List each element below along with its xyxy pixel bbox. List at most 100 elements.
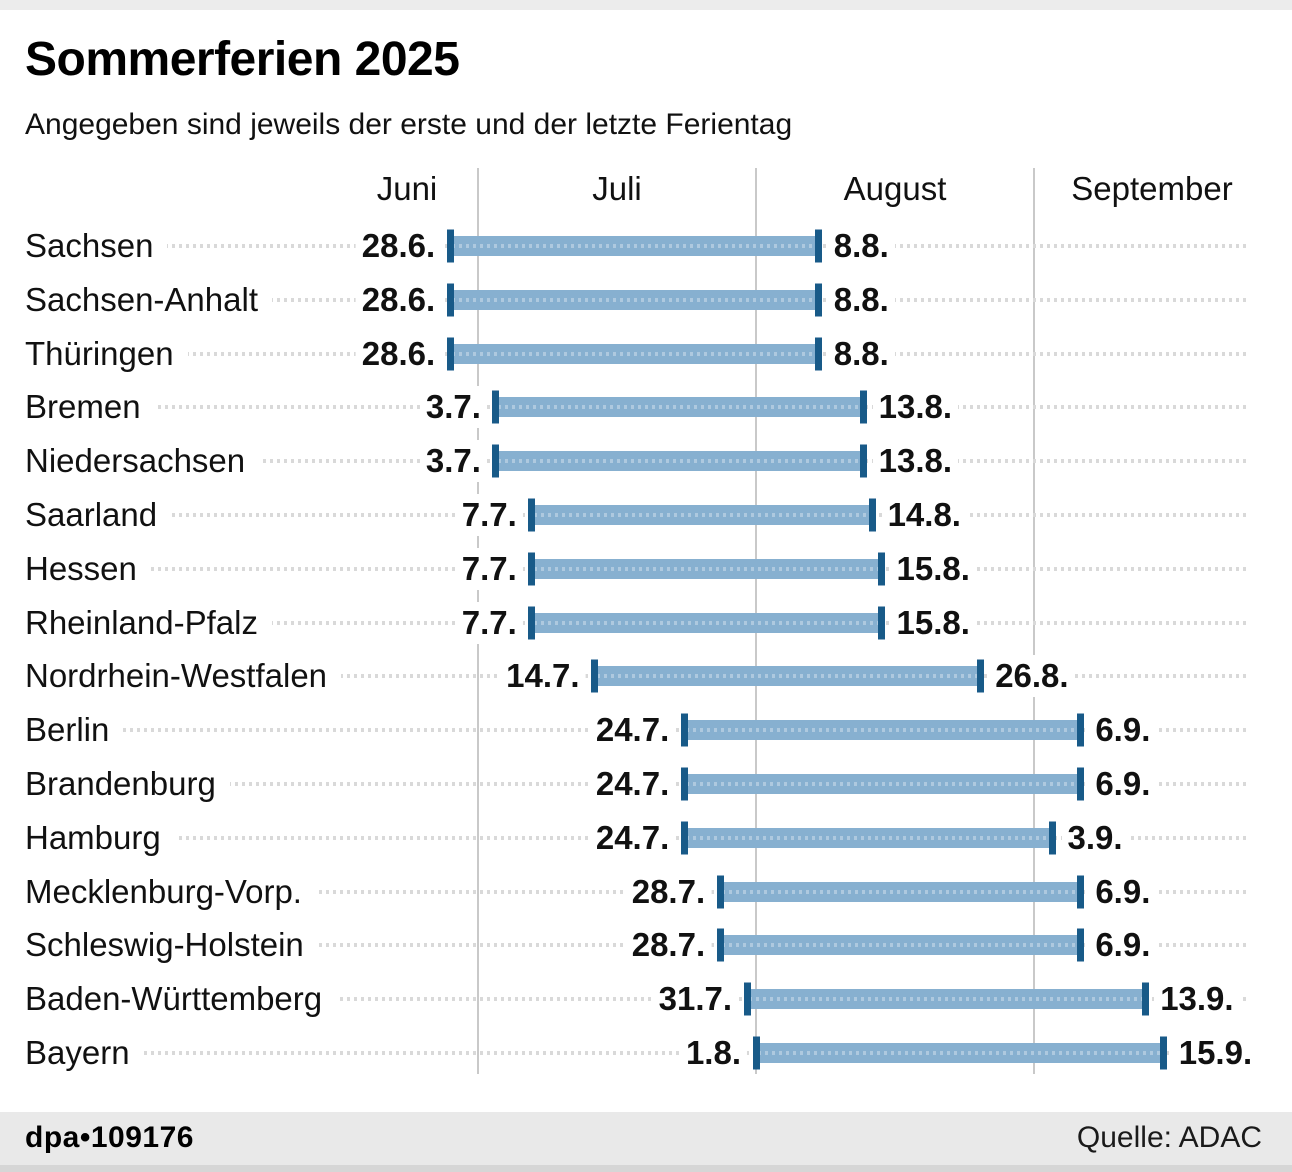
bar-end-cap xyxy=(1049,821,1057,855)
bar-start-cap xyxy=(591,659,599,693)
bar-start-cap xyxy=(528,606,536,640)
end-date-label: 13.9. xyxy=(1154,978,1240,1021)
holiday-bar xyxy=(495,451,864,472)
start-date-label: 31.7. xyxy=(652,978,739,1021)
start-date-label: 1.8. xyxy=(679,1032,747,1075)
end-date-label: 26.8. xyxy=(989,655,1075,698)
state-label: Brandenburg xyxy=(25,763,230,806)
holiday-bar xyxy=(756,1043,1164,1064)
holiday-row: Bayern 1.8. 15.9. xyxy=(0,1026,1292,1080)
chart-subtitle: Angegeben sind jeweils der erste und der… xyxy=(25,108,793,141)
start-date-label: 24.7. xyxy=(589,709,676,752)
end-date-label: 6.9. xyxy=(1089,924,1157,967)
bar-end-cap xyxy=(1076,928,1084,962)
state-label: Hamburg xyxy=(25,816,175,859)
holiday-row: Mecklenburg-Vorp. 28.7. 6.9. xyxy=(0,865,1292,919)
bar-start-cap xyxy=(446,337,454,371)
bar-start-cap xyxy=(716,875,724,909)
bar-start-cap xyxy=(716,928,724,962)
bar-inner-dots xyxy=(722,889,1079,894)
holiday-bar xyxy=(450,343,819,364)
holiday-bar xyxy=(684,774,1081,795)
holiday-bar xyxy=(531,612,882,633)
bar-end-cap xyxy=(1076,875,1084,909)
bar-start-cap xyxy=(446,229,454,263)
holiday-bar xyxy=(531,505,873,526)
start-date-label: 24.7. xyxy=(589,816,676,859)
bar-end-cap xyxy=(815,229,823,263)
start-date-label: 7.7. xyxy=(455,547,523,590)
bar-inner-dots xyxy=(533,620,880,625)
state-label: Rheinland-Pfalz xyxy=(25,601,272,644)
end-date-label: 3.9. xyxy=(1061,816,1129,859)
state-label: Sachsen xyxy=(25,225,168,268)
bar-end-cap xyxy=(1076,767,1084,801)
end-date-label: 6.9. xyxy=(1089,709,1157,752)
bar-end-cap xyxy=(878,552,886,586)
state-label: Baden-Württemberg xyxy=(25,978,337,1021)
end-date-label: 13.8. xyxy=(872,440,959,483)
end-date-label: 14.8. xyxy=(881,494,967,537)
state-label: Nordrhein-Westfalen xyxy=(25,655,342,698)
holiday-row: Saarland 7.7. 14.8. xyxy=(0,488,1292,542)
bar-start-cap xyxy=(528,552,536,586)
bar-inner-dots xyxy=(686,835,1051,840)
holiday-bar xyxy=(531,558,882,579)
bar-start-cap xyxy=(492,444,500,478)
holiday-row: Thüringen 28.6. 8.8. xyxy=(0,327,1292,381)
holiday-bar xyxy=(720,935,1081,956)
bar-inner-dots xyxy=(533,513,871,518)
end-date-label: 15.9. xyxy=(1172,1032,1259,1075)
bar-inner-dots xyxy=(686,728,1079,733)
bar-end-cap xyxy=(815,283,823,317)
bar-start-cap xyxy=(680,767,688,801)
bar-inner-dots xyxy=(749,997,1144,1002)
start-date-label: 7.7. xyxy=(455,601,523,644)
holiday-row: Berlin 24.7. 6.9. xyxy=(0,703,1292,757)
end-date-label: 15.8. xyxy=(890,601,976,644)
end-date-label: 13.8. xyxy=(872,386,959,429)
holiday-row: Sachsen 28.6. 8.8. xyxy=(0,219,1292,273)
state-label: Mecklenburg-Vorp. xyxy=(25,870,316,913)
state-label: Schleswig-Holstein xyxy=(25,924,318,967)
start-date-label: 28.6. xyxy=(355,332,442,375)
bar-end-cap xyxy=(815,337,823,371)
bar-start-cap xyxy=(680,713,688,747)
bar-start-cap xyxy=(528,498,536,532)
state-label: Thüringen xyxy=(25,332,188,375)
holiday-bar xyxy=(747,989,1146,1010)
start-date-label: 28.7. xyxy=(625,870,712,913)
holiday-row: Sachsen-Anhalt 28.6. 8.8. xyxy=(0,273,1292,327)
bar-inner-dots xyxy=(722,943,1079,948)
source-credit: Quelle: ADAC xyxy=(1076,1121,1262,1154)
end-date-label: 6.9. xyxy=(1089,870,1157,913)
bar-inner-dots xyxy=(596,674,979,679)
state-label: Berlin xyxy=(25,709,124,752)
bar-inner-dots xyxy=(452,297,817,302)
end-date-label: 15.8. xyxy=(890,547,976,590)
state-label: Sachsen-Anhalt xyxy=(25,278,272,321)
bar-inner-dots xyxy=(452,351,817,356)
month-axis-label: September xyxy=(1071,170,1233,207)
start-date-label: 28.6. xyxy=(355,225,442,268)
bar-end-cap xyxy=(869,498,877,532)
bar-end-cap xyxy=(976,659,984,693)
holiday-row: Brandenburg 24.7. 6.9. xyxy=(0,757,1292,811)
state-label: Saarland xyxy=(25,494,172,537)
bar-inner-dots xyxy=(497,405,862,410)
bar-start-cap xyxy=(743,982,751,1016)
start-date-label: 7.7. xyxy=(455,494,523,537)
bar-inner-dots xyxy=(497,459,862,464)
holiday-bar xyxy=(495,397,864,418)
row-leader-dots xyxy=(25,1051,1247,1056)
holiday-row: Baden-Württemberg 31.7. 13.9. xyxy=(0,972,1292,1026)
holiday-row: Schleswig-Holstein 28.7. 6.9. xyxy=(0,919,1292,973)
chart-title: Sommerferien 2025 xyxy=(25,33,460,86)
bar-inner-dots xyxy=(533,566,880,571)
start-date-label: 28.6. xyxy=(355,278,442,321)
holiday-bar xyxy=(450,236,819,257)
bar-inner-dots xyxy=(758,1051,1162,1056)
bar-end-cap xyxy=(878,606,886,640)
holiday-row: Bremen 3.7. 13.8. xyxy=(0,381,1292,435)
